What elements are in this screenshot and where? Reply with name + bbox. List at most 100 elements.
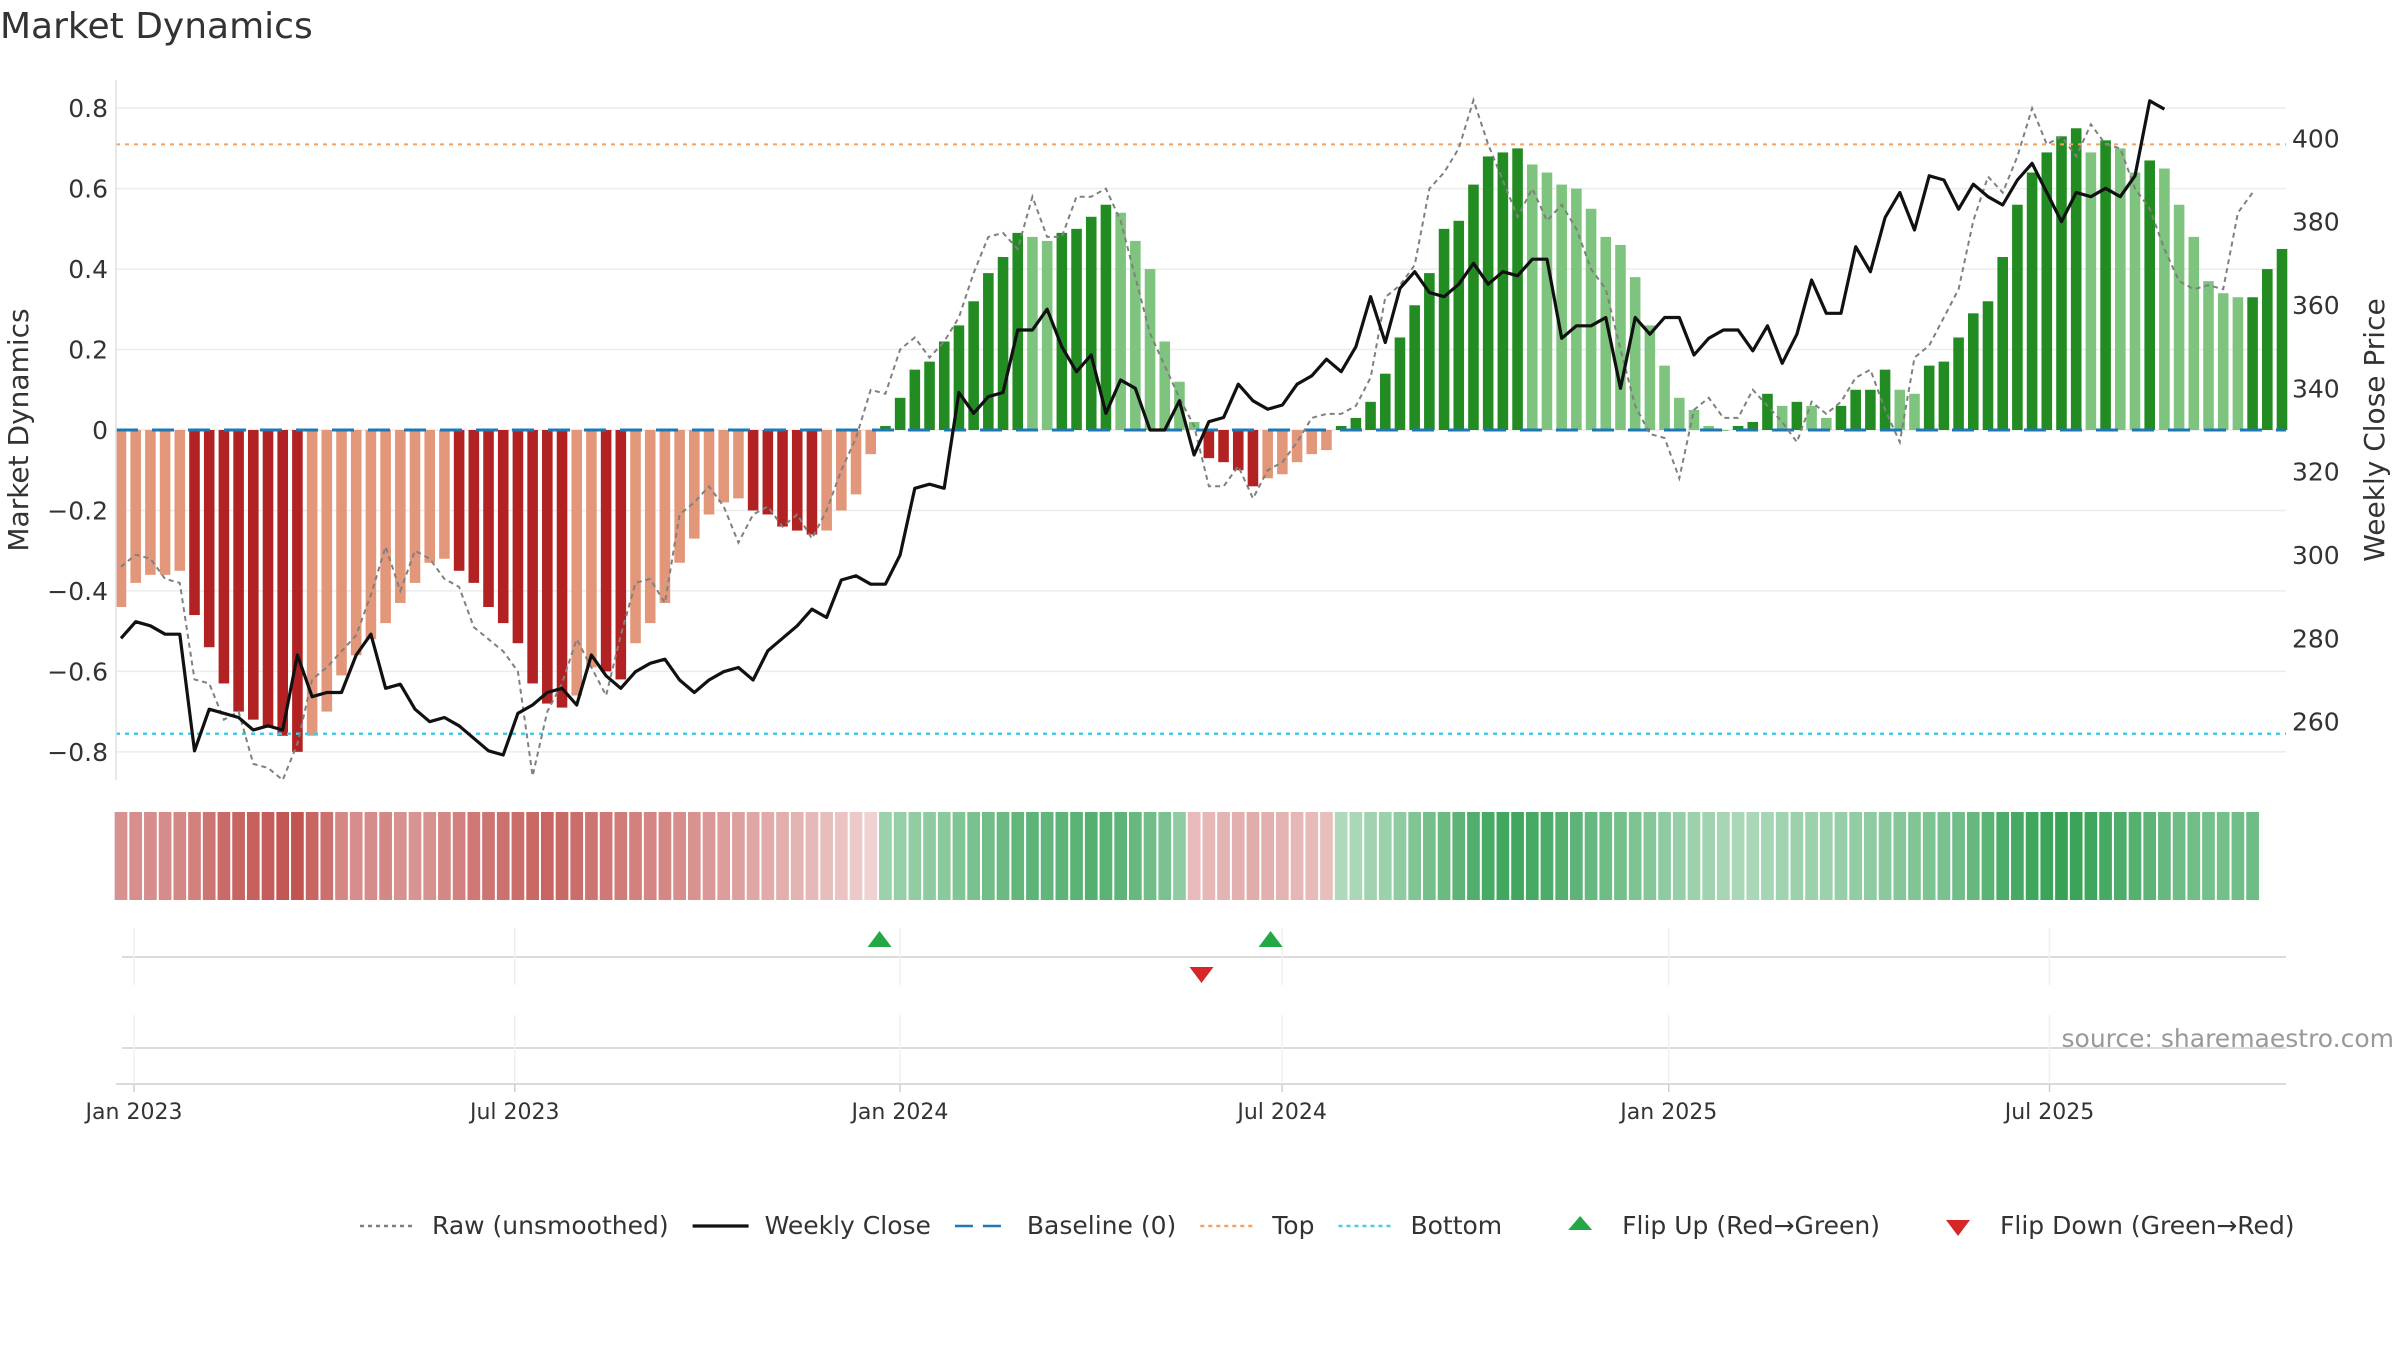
legend-label: Flip Down (Green→Red) [2000,1211,2295,1240]
heat-strip-cell [1805,812,1818,900]
heat-strip-cell [1246,812,1260,900]
market-dynamics-bar [1218,430,1229,463]
market-dynamics-bar [512,430,524,644]
x-tick-label: Jul 2025 [2003,1100,2095,1125]
heat-strip-cell [1996,812,2010,900]
market-dynamics-bar [2085,152,2097,430]
heat-strip-cell [1790,812,1804,900]
source-label: source: sharemaestro.com [2062,1024,2395,1053]
heat-strip-cell [511,812,525,900]
market-dynamics-bar [747,430,759,511]
heat-strip-cell [1364,812,1377,900]
bars-group [115,128,2288,752]
heat-strip-cell [1290,812,1304,900]
x-tick-label: Jan 2023 [84,1100,183,1125]
market-dynamics-bar [292,430,303,752]
heat-strip-cell [585,812,598,900]
heat-strip-cell [1452,812,1466,900]
market-dynamics-bar [1600,236,1612,430]
heat-strip-cell [1893,812,1907,900]
heat-strip-cell [746,812,760,900]
market-dynamics-bar [2100,140,2111,430]
heat-strip-cell [1672,812,1686,900]
heat-strip-cell [1614,812,1627,900]
heat-strip-cell [393,812,407,900]
y-tick-label: 0 [92,416,108,445]
heat-strip-cell [232,812,245,900]
heat-strip-cell [349,812,363,900]
y2-tick-label: 320 [2292,458,2340,487]
market-dynamics-bar [1277,430,1288,475]
market-dynamics-bar [1409,305,1420,430]
heat-strip-cell [2128,812,2142,900]
market-dynamics-bar [1144,269,1156,430]
market-dynamics-bar [997,257,1009,430]
market-dynamics-bar [1203,430,1215,459]
heat-strip-cell [1408,812,1422,900]
market-dynamics-bar [2276,248,2288,430]
y-tick-label: 0.6 [68,175,108,204]
heat-strip-cell [276,812,290,900]
market-dynamics-bar [556,430,568,708]
market-dynamics-bar [1085,216,1097,430]
heat-strip-cell [1966,812,1980,900]
x-tick-label: Jan 2024 [849,1100,948,1125]
heat-strip-cell [1555,812,1569,900]
heat-strip-cell [2113,812,2127,900]
heat-strip-cell [2069,812,2083,900]
market-dynamics-bar [1394,337,1406,430]
heat-strip-cell [482,812,495,900]
market-dynamics-bar [777,430,788,527]
heat-strip-cell [849,812,863,900]
heat-strip-cell [1114,812,1127,900]
market-dynamics-bar [2041,152,2053,430]
market-dynamics-bar [1291,430,1303,463]
heat-strip-cell [1305,812,1319,900]
flip-markers-panel [122,928,2286,985]
market-dynamics-bar [2217,293,2229,430]
heat-strip-cell [1717,812,1730,900]
legend-item: Baseline (0) [954,1211,1176,1240]
heat-strip-cell [893,812,907,900]
market-dynamics-bar [1820,417,1832,430]
market-dynamics-bar [365,430,377,640]
market-dynamics-bar [2070,128,2082,430]
heat-strip-cell [1378,812,1392,900]
legend-label: Baseline (0) [1027,1211,1176,1240]
heat-strip-cell [776,812,789,900]
heat-strip-cell [1584,812,1598,900]
heat-strip-cell [2143,812,2157,900]
market-dynamics-bar [1644,325,1656,430]
market-dynamics-bar [689,430,700,539]
y-tick-label: 0.4 [68,255,108,284]
heat-strip-cell [129,812,143,900]
market-dynamics-bar [1365,401,1376,430]
market-dynamics-bar [1526,164,1538,430]
market-dynamics-bar [1541,172,1553,430]
market-dynamics-bar [2129,172,2141,430]
heat-strip-cell [1349,812,1363,900]
heat-strip [114,812,2259,900]
heat-strip-cell [217,812,231,900]
market-dynamics-bar [968,301,979,430]
heat-strip-cell [467,812,481,900]
y2-tick-label: 300 [2292,541,2340,570]
y-axis-label: Market Dynamics [2,308,35,551]
market-dynamics-bar [1056,232,1068,430]
market-dynamics-bar [644,430,656,624]
market-dynamics-bar [1953,337,1964,430]
heat-strip-cell [1334,812,1348,900]
market-dynamics-bar [1556,184,1567,430]
market-dynamics-bar [2247,297,2258,430]
market-dynamics-bar [203,430,215,648]
heat-strip-cell [540,812,554,900]
heat-strip-cell [790,812,804,900]
heat-strip-cell [2025,812,2039,900]
market-dynamics-bar [1071,228,1082,430]
market-dynamics-bar [350,430,362,656]
market-dynamics-bar [1585,208,1597,430]
market-dynamics-bar [586,430,597,668]
heat-strip-cell [952,812,966,900]
market-dynamics-bar [1350,417,1362,430]
